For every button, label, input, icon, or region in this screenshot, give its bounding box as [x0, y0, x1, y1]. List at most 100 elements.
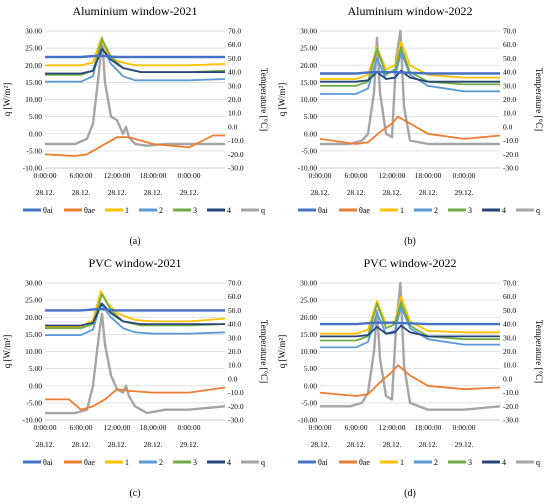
y-left-tick-label: 5.00	[304, 112, 317, 121]
x-time-tick-label: 0:00:00	[34, 171, 57, 180]
chart-panel-d: PVC window-202230.0025.0020.0015.0010.00…	[277, 256, 544, 499]
legend-label: 1	[400, 206, 404, 215]
y-right-tick-label: 70.0	[228, 279, 241, 288]
series-line-1	[45, 290, 225, 328]
series-line-θae	[320, 364, 500, 397]
y-left-tick-label: -10.00	[23, 164, 43, 173]
y-axis-label-left: q [W/m²]	[277, 335, 287, 368]
series-line-1	[320, 41, 500, 80]
y-axis-label-left: q [W/m²]	[277, 83, 287, 116]
y-right-tick-label: 30.0	[503, 81, 516, 90]
x-time-tick-label: 18:00:00	[140, 423, 167, 432]
y-axis-label-right: Temperature [°C]	[534, 320, 544, 383]
legend-label: 4	[227, 458, 231, 467]
series-line-θai	[45, 54, 225, 59]
y-right-tick-label: 50.0	[503, 54, 516, 63]
series-line-θai	[320, 70, 500, 75]
x-time-tick-label: 0:00:00	[178, 423, 201, 432]
chart-title: PVC window-2021	[88, 256, 181, 270]
series-line-2	[45, 43, 225, 83]
y-left-tick-label: 0.00	[304, 129, 317, 138]
legend-label: 2	[159, 206, 163, 215]
y-left-tick-label: 0.00	[29, 381, 42, 390]
series-line-3	[320, 301, 500, 342]
y-right-tick-label: 0.0	[228, 374, 238, 383]
series-group	[320, 29, 500, 146]
y-right-tick-label: 20.0	[503, 95, 516, 104]
legend: θai θae 1 2 3 4 q	[23, 206, 265, 215]
y-left-tick-label: 10.00	[25, 95, 42, 104]
x-date-tick-label: 28.12.	[72, 188, 91, 197]
x-date-tick-label: 28.12.	[311, 440, 330, 449]
y-left-tick-label: 15.00	[300, 78, 317, 87]
y-left-tick-label: 5.00	[304, 364, 317, 373]
x-time-tick-label: 6:00:00	[70, 423, 93, 432]
legend: θai θae 1 2 3 4 q	[298, 206, 540, 215]
x-time-tick-label: 0:00:00	[453, 423, 476, 432]
y-left-tick-label: -5.00	[301, 398, 317, 407]
series-line-4	[45, 302, 225, 327]
y-right-tick-label: -10.0	[503, 136, 519, 145]
y-left-tick-label: 15.00	[300, 330, 317, 339]
y-right-tick-label: -20.0	[228, 150, 244, 159]
legend-label: q	[536, 458, 540, 467]
x-time-tick-label: 6:00:00	[345, 423, 368, 432]
y-left-tick-label: 30.00	[25, 279, 42, 288]
legend-label: 3	[193, 206, 197, 215]
y-left-tick-label: -10.00	[23, 416, 43, 425]
x-date-tick-label: 28.12.	[311, 188, 330, 197]
legend-label: 2	[434, 206, 438, 215]
y-right-tick-label: -10.0	[228, 388, 244, 397]
x-date-tick-label: 28.12.	[144, 188, 163, 197]
legend-label: q	[261, 458, 265, 467]
chart-title: PVC window-2022	[363, 256, 456, 270]
y-axis-label-left: q [W/m²]	[2, 83, 12, 116]
y-left-tick-label: 25.00	[25, 296, 42, 305]
x-time-tick-label: 0:00:00	[453, 171, 476, 180]
panel-caption: (d)	[404, 488, 416, 499]
series-line-θai	[320, 321, 500, 326]
y-right-tick-label: 30.0	[228, 333, 241, 342]
x-time-tick-label: 0:00:00	[309, 171, 332, 180]
y-right-tick-label: 50.0	[228, 54, 241, 63]
y-left-tick-label: -10.00	[298, 416, 318, 425]
series-line-4	[45, 47, 225, 75]
legend-label: q	[536, 206, 540, 215]
y-right-tick-label: 70.0	[228, 27, 241, 36]
y-right-tick-label: -10.0	[503, 388, 519, 397]
series-group	[45, 36, 225, 157]
y-right-tick-label: 40.0	[503, 320, 516, 329]
x-date-tick-label: 28.12.	[419, 188, 438, 197]
y-right-tick-label: 40.0	[228, 68, 241, 77]
x-date-tick-label: 28.12.	[72, 440, 91, 449]
x-date-tick-label: 28.12.	[383, 440, 402, 449]
y-right-tick-label: 30.0	[228, 81, 241, 90]
y-left-tick-label: 15.00	[25, 78, 42, 87]
series-line-4	[320, 324, 500, 338]
x-date-tick-label: 28.12.	[144, 440, 163, 449]
legend-label: q	[261, 206, 265, 215]
legend: θai θae 1 2 3 4 q	[23, 458, 265, 467]
chart-panel-c: PVC window-202130.0025.0020.0015.0010.00…	[2, 256, 269, 499]
legend-label: 4	[227, 206, 231, 215]
legend-label: 2	[434, 458, 438, 467]
y-left-tick-label: 20.00	[25, 61, 42, 70]
x-date-tick-label: 28.12.	[108, 440, 127, 449]
y-left-tick-label: -5.00	[26, 398, 42, 407]
y-right-tick-label: -10.0	[228, 136, 244, 145]
legend-label: 1	[125, 458, 129, 467]
y-right-tick-label: 20.0	[228, 95, 241, 104]
x-date-tick-label: 28.12.	[383, 188, 402, 197]
series-line-θae	[320, 115, 500, 145]
series-line-4	[320, 69, 500, 83]
y-right-tick-label: -30.0	[503, 416, 519, 425]
y-left-tick-label: 20.00	[25, 313, 42, 322]
x-date-tick-label: 28.12.	[347, 440, 366, 449]
y-right-tick-label: 10.0	[228, 109, 241, 118]
y-right-tick-label: 20.0	[228, 347, 241, 356]
y-left-tick-label: 30.00	[25, 27, 42, 36]
series-line-θai	[45, 307, 225, 312]
x-date-tick-label: 29.12.	[455, 440, 474, 449]
y-axis-label-left: q [W/m²]	[2, 335, 12, 368]
y-axis-label-right: Temperature [°C]	[259, 320, 269, 383]
